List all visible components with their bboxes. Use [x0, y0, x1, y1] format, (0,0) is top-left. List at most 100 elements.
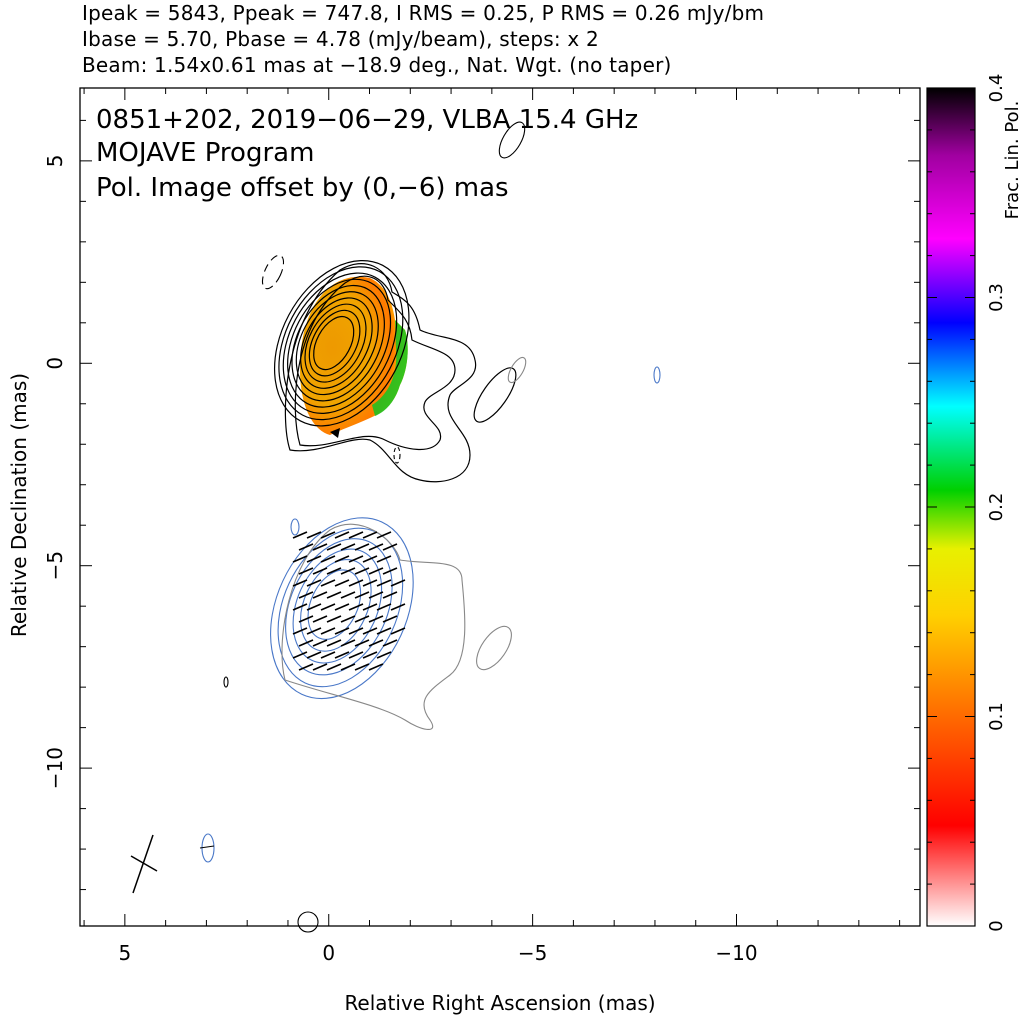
intensity-contour: [282, 272, 398, 414]
pol-outer-contour: [281, 523, 466, 730]
beam-major-axis: [132, 834, 154, 894]
evpa-tick: [312, 639, 328, 647]
plot-frame: [79, 87, 921, 927]
evpa-tick: [312, 591, 328, 599]
evpa-tick: [320, 627, 336, 635]
pol-contour: [270, 517, 414, 700]
evpa-tick: [362, 531, 378, 539]
evpa-tick: [298, 591, 314, 599]
evpa-tick: [306, 651, 322, 659]
evpa-tick: [362, 555, 378, 563]
fracpol-color-patch: [300, 276, 408, 435]
evpa-tick: [326, 639, 342, 647]
intensity-contour: [278, 266, 404, 421]
header-line-base: Ibase = 5.70, Pbase = 4.78 (mJy/beam), s…: [82, 27, 599, 51]
evpa-tick: [326, 567, 342, 575]
pol-contour: [292, 548, 383, 664]
intensity-second-contour: [294, 275, 456, 451]
intensity-contour: [304, 303, 367, 383]
evpa-tick: [376, 531, 392, 539]
artifact-contour-blue: [653, 366, 661, 384]
evpa-tick: [298, 639, 314, 647]
evpa-tick: [354, 663, 370, 671]
negative-contour: [261, 254, 285, 290]
evpa-tick: [368, 543, 384, 551]
evpa-tick: [382, 639, 398, 647]
evpa-tick: [292, 579, 308, 587]
x-tick-label: 0: [322, 941, 335, 965]
pol-knot-contour: [476, 625, 512, 671]
evpa-tick: [340, 543, 356, 551]
evpa-tick: [298, 615, 314, 623]
evpa-tick: [390, 627, 406, 635]
evpa-tick: [376, 627, 392, 635]
evpa-tick: [340, 591, 356, 599]
edge-contour: [297, 911, 319, 933]
evpa-tick: [376, 603, 392, 611]
evpa-tick: [292, 603, 308, 611]
header-line-beam: Beam: 1.54x0.61 mas at −18.9 deg., Nat. …: [82, 53, 672, 77]
evpa-tick: [348, 651, 364, 659]
y-tick-label: 5: [43, 155, 67, 168]
intensity-outer-contour: [284, 263, 477, 483]
colorbar-tick-label: 0.3: [986, 283, 1007, 312]
evpa-tick: [306, 579, 322, 587]
y-axis-label: Relative Declination (mas): [7, 373, 31, 637]
evpa-tick: [320, 603, 336, 611]
y-tick-label: −10: [43, 747, 67, 789]
evpa-tick: [368, 615, 384, 623]
pol-small-contour: [290, 518, 300, 536]
intensity-knot-contour: [473, 367, 517, 423]
evpa-tick: [354, 615, 370, 623]
evpa-tick: [348, 579, 364, 587]
x-tick-labels: 5 0 −5 −10: [118, 941, 757, 965]
evpa-tick: [376, 579, 392, 587]
evpa-tick: [368, 567, 384, 575]
x-tick-label: −5: [518, 941, 547, 965]
evpa-tick: [306, 603, 322, 611]
evpa-tick: [334, 579, 350, 587]
intensity-contour: [300, 297, 373, 389]
evpa-tick: [362, 627, 378, 635]
evpa-tick: [340, 639, 356, 647]
evpa-tick: [292, 651, 308, 659]
colorbar-tick-label: 0.1: [986, 702, 1007, 731]
evpa-tick: [354, 591, 370, 599]
evpa-tick: [334, 627, 350, 635]
evpa-tick: [298, 543, 314, 551]
evpa-tick: [376, 651, 392, 659]
evpa-tick: [368, 639, 384, 647]
evpa-tick: [334, 555, 350, 563]
evpa-tick: [326, 543, 342, 551]
evpa-tick: [376, 555, 392, 563]
evpa-ticks: [292, 531, 406, 671]
evpa-tick: [320, 579, 336, 587]
evpa-tick: [298, 567, 314, 575]
evpa-tick: [298, 663, 314, 671]
artifact-contour: [498, 121, 526, 159]
intensity-contour: [308, 309, 361, 377]
evpa-tick: [334, 603, 350, 611]
evpa-tick: [306, 531, 322, 539]
evpa-tick: [354, 567, 370, 575]
pol-contour: [285, 538, 393, 676]
evpa-tick: [306, 555, 322, 563]
evpa-tick: [292, 555, 308, 563]
evpa-tick: [334, 531, 350, 539]
intensity-contour: [273, 260, 410, 427]
beam-symbol: [130, 834, 158, 894]
evpa-tick: [320, 651, 336, 659]
fracpol-dark-edge: [330, 428, 340, 438]
colorbar-tick-label: 0.2: [986, 493, 1007, 522]
evpa-tick: [340, 615, 356, 623]
evpa-tick: [306, 627, 322, 635]
evpa-tick: [292, 531, 308, 539]
evpa-tick: [320, 531, 336, 539]
evpa-tick: [368, 591, 384, 599]
intensity-contour: [313, 316, 355, 371]
evpa-tick: [312, 567, 328, 575]
evpa-tick: [292, 627, 308, 635]
x-tick-label: 5: [118, 941, 131, 965]
negative-small-contour: [393, 446, 401, 464]
